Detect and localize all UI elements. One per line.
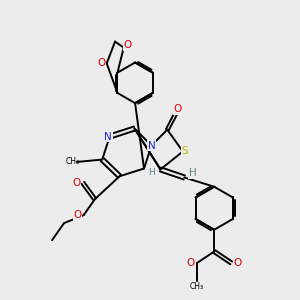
Text: O: O (174, 104, 182, 114)
Text: CH₃: CH₃ (190, 282, 204, 291)
Text: H: H (189, 168, 196, 178)
Text: N: N (148, 140, 155, 151)
Text: O: O (74, 210, 82, 220)
Text: O: O (73, 178, 81, 188)
Text: S: S (181, 146, 188, 157)
Text: O: O (123, 40, 131, 50)
Text: CH₃: CH₃ (65, 158, 80, 166)
Text: O: O (234, 258, 242, 268)
Text: O: O (97, 58, 106, 68)
Text: N: N (104, 132, 112, 142)
Text: O: O (187, 258, 195, 268)
Text: H: H (148, 168, 155, 177)
